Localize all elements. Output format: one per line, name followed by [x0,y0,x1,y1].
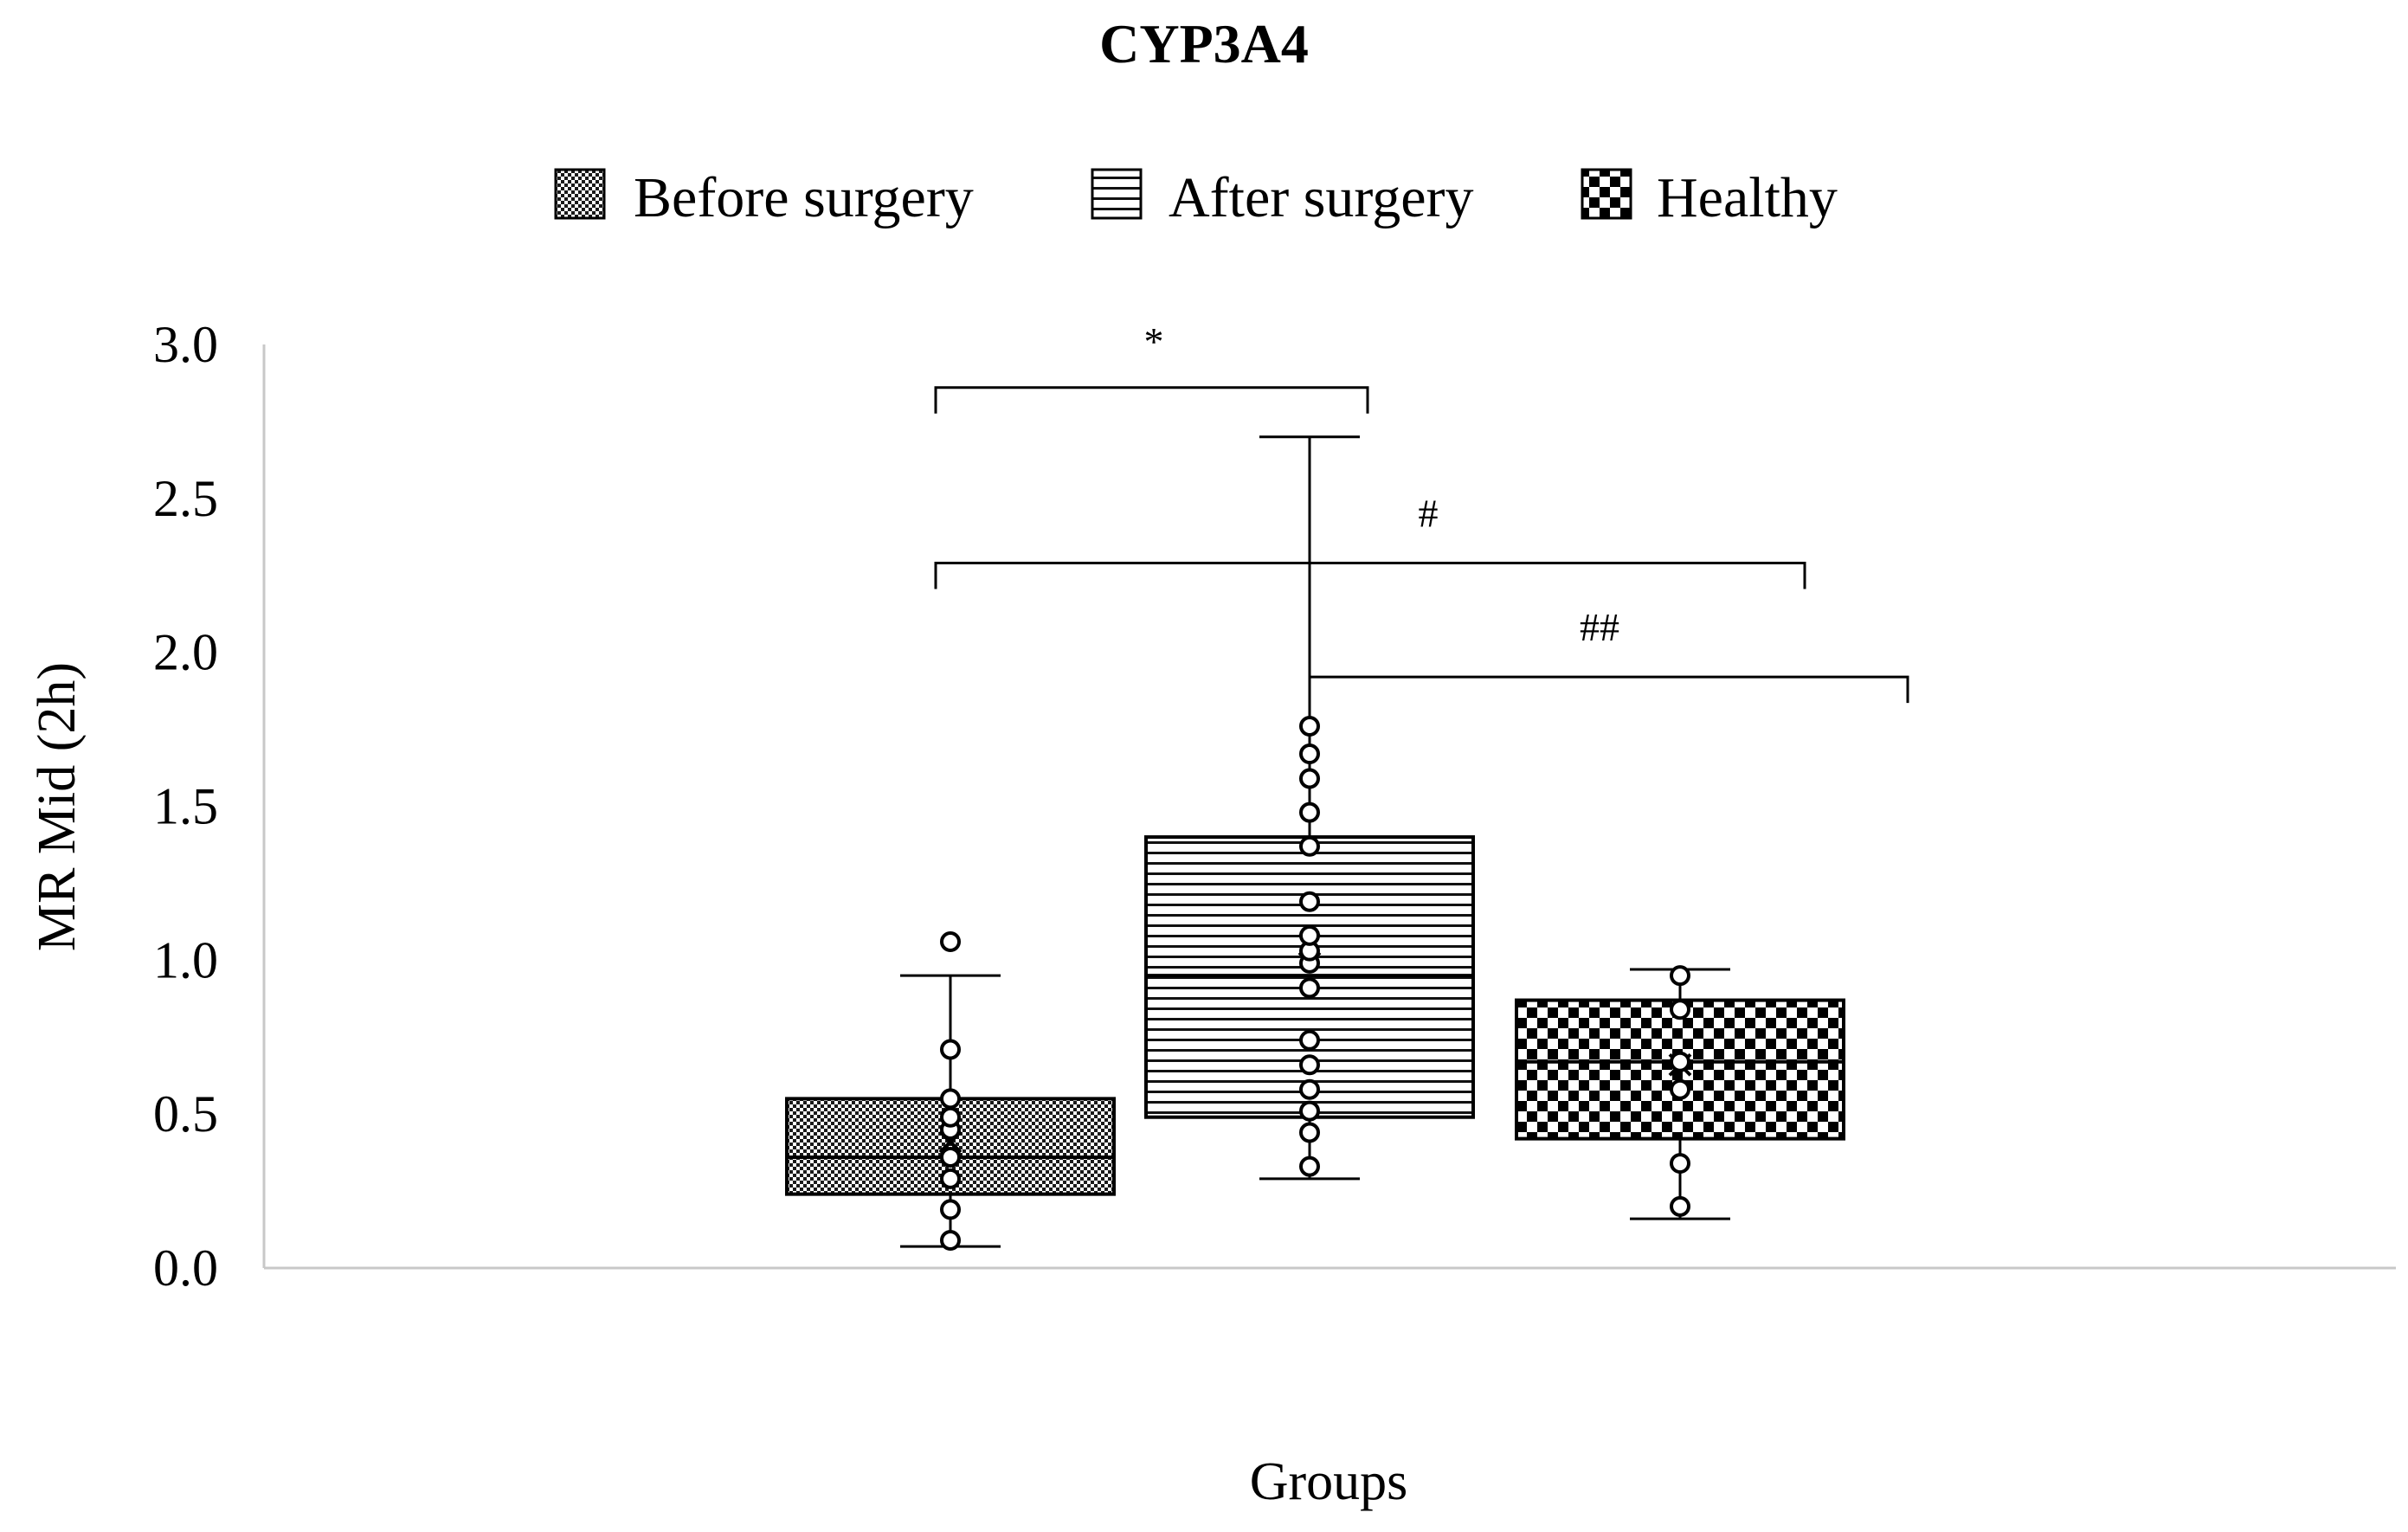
bracket-line [934,562,1806,589]
data-point [1670,965,1690,987]
box-group-healthy [1515,965,1845,1220]
data-point [940,1168,961,1189]
legend-label-before-surgery: Before surgery [634,166,974,229]
legend-label-after-surgery: After surgery [1169,166,1474,229]
data-point [1670,1051,1690,1072]
data-point [1299,1029,1320,1051]
y-tick-label: 2.0 [153,624,218,681]
data-point [1670,999,1690,1020]
legend-swatch-before-surgery [554,168,606,220]
significance-bracket: ## [1308,605,1909,704]
box-group-before-surgery [785,930,1116,1251]
data-point [1299,835,1320,857]
data-point [1299,977,1320,999]
data-point [940,1039,961,1060]
significance-bracket: # [934,492,1806,589]
significance-label: ## [1580,605,1619,649]
bracket-line [1308,675,1909,704]
legend-label-healthy: Healthy [1657,166,1838,229]
significance-bracket: * [934,319,1369,414]
data-point [1299,891,1320,912]
data-point [1299,801,1320,823]
box-group-after-surgery [1144,435,1475,1181]
data-point [1299,716,1320,737]
data-point [1299,743,1320,765]
significance-brackets: *### [934,319,1909,704]
y-tick-label: 0.0 [153,1239,218,1297]
data-point [940,930,961,952]
data-point [1670,1153,1690,1175]
significance-label: # [1419,492,1439,536]
data-point [1299,1122,1320,1143]
y-tick-labels: 0.0 0.5 1.0 1.5 2.0 2.5 3.0 [153,316,218,1297]
bracket-line [934,386,1369,414]
y-tick-label: 0.5 [153,1085,218,1143]
legend-item-after-surgery: After surgery [1091,166,1474,229]
y-tick-label: 1.0 [153,931,218,988]
legend-swatch-after-surgery [1091,168,1143,220]
data-point [1299,1054,1320,1076]
data-point [1299,924,1320,946]
data-point [1670,1078,1690,1100]
data-point [940,1088,961,1110]
legend-item-before-surgery: Before surgery [554,166,974,229]
y-tick-label: 1.5 [153,778,218,835]
data-point [940,1106,961,1128]
legend-swatch-healthy [1581,168,1632,220]
y-tick-label: 2.5 [153,470,218,527]
data-point [1670,1195,1690,1217]
data-point [1299,1100,1320,1122]
data-point [1299,1155,1320,1177]
legend-item-healthy: Healthy [1581,166,1838,229]
data-point [1299,768,1320,789]
chart-title: CYP3A4 [1099,13,1309,74]
data-point [1299,1078,1320,1100]
x-axis-title: Groups [1250,1452,1408,1511]
data-point [940,1199,961,1220]
data-point [940,1146,961,1168]
y-axis-title: MR Mid (2h) [28,662,87,951]
data-point [940,1229,961,1251]
significance-label: * [1144,319,1164,364]
y-tick-label: 3.0 [153,316,218,373]
box-series [785,435,1845,1251]
legend: Before surgery After surgery Healthy [554,166,1838,229]
